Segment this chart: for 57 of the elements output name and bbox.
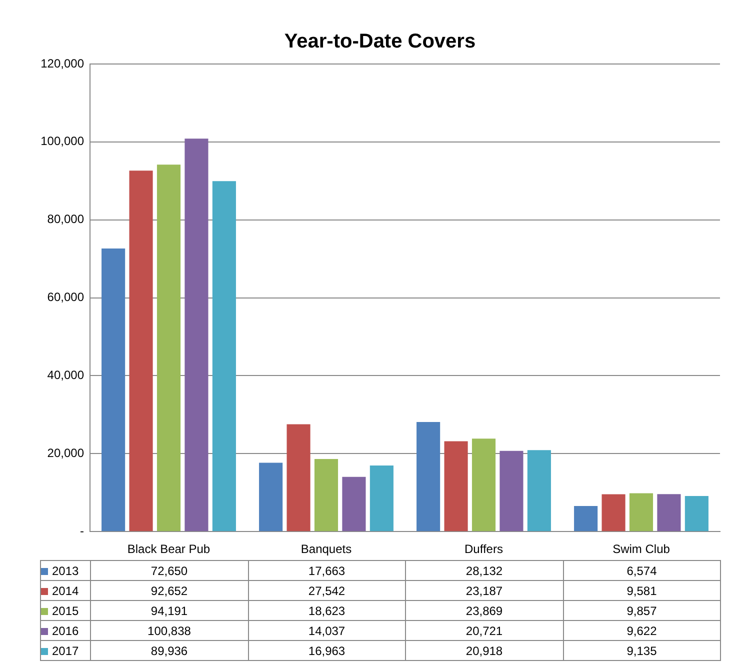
bar — [259, 462, 283, 532]
data-label: 27,542 — [248, 580, 406, 600]
legend-label: 2016 — [40, 620, 90, 640]
data-label: 18,623 — [248, 600, 406, 620]
data-label: 16,963 — [248, 640, 406, 660]
bar — [370, 466, 394, 532]
bar — [574, 506, 598, 532]
data-label: 6,574 — [563, 560, 720, 580]
y-tick-label: 60,000 — [47, 290, 84, 304]
bar — [184, 138, 208, 532]
bar — [472, 438, 496, 532]
bar — [416, 422, 440, 532]
data-label: 94,191 — [90, 600, 248, 620]
data-label: 9,857 — [563, 600, 720, 620]
bar — [500, 450, 524, 532]
y-tick-label: 100,000 — [40, 134, 84, 148]
data-label: 23,187 — [406, 580, 563, 600]
x-tick-label: Banquets — [300, 542, 352, 556]
x-tick-label: Duffers — [464, 542, 503, 556]
data-label: 14,037 — [248, 620, 406, 640]
bar — [657, 494, 681, 532]
x-tick-label: Black Bear Pub — [127, 542, 210, 556]
data-label: 92,652 — [90, 580, 248, 600]
legend-label: 2014 — [40, 580, 90, 600]
data-label: 20,918 — [406, 640, 563, 660]
data-label: 89,936 — [90, 640, 248, 660]
bar — [156, 164, 181, 532]
legend-label: 2015 — [40, 600, 90, 620]
data-label: 23,869 — [406, 600, 563, 620]
bar — [629, 493, 654, 532]
bar — [129, 170, 153, 532]
y-tick-label: 20,000 — [47, 446, 84, 460]
bar — [444, 441, 468, 532]
bar — [286, 424, 310, 532]
data-label: 100,838 — [90, 620, 248, 640]
data-label: 9,581 — [563, 580, 720, 600]
data-label: 28,132 — [406, 560, 563, 580]
bar — [102, 248, 126, 532]
bar — [527, 450, 551, 532]
data-label: 20,721 — [406, 620, 563, 640]
bar — [342, 476, 366, 532]
data-label: 17,663 — [248, 560, 406, 580]
data-label: 9,622 — [563, 620, 720, 640]
bar — [684, 496, 708, 532]
bar — [602, 494, 626, 532]
y-tick-label: 120,000 — [40, 56, 84, 70]
y-tick-label: 80,000 — [47, 212, 84, 226]
chart-title: Year-to-Date Covers — [284, 30, 476, 53]
bar — [314, 459, 338, 532]
data-label: 72,650 — [90, 560, 248, 580]
legend-label: 2017 — [40, 640, 90, 660]
x-tick-label: Swim Club — [612, 542, 670, 556]
y-tick-label: 40,000 — [47, 368, 84, 382]
bar — [212, 181, 236, 532]
legend-label: 2013 — [40, 560, 90, 580]
data-label: 9,135 — [563, 640, 720, 660]
y-tick-label: - — [80, 524, 84, 538]
